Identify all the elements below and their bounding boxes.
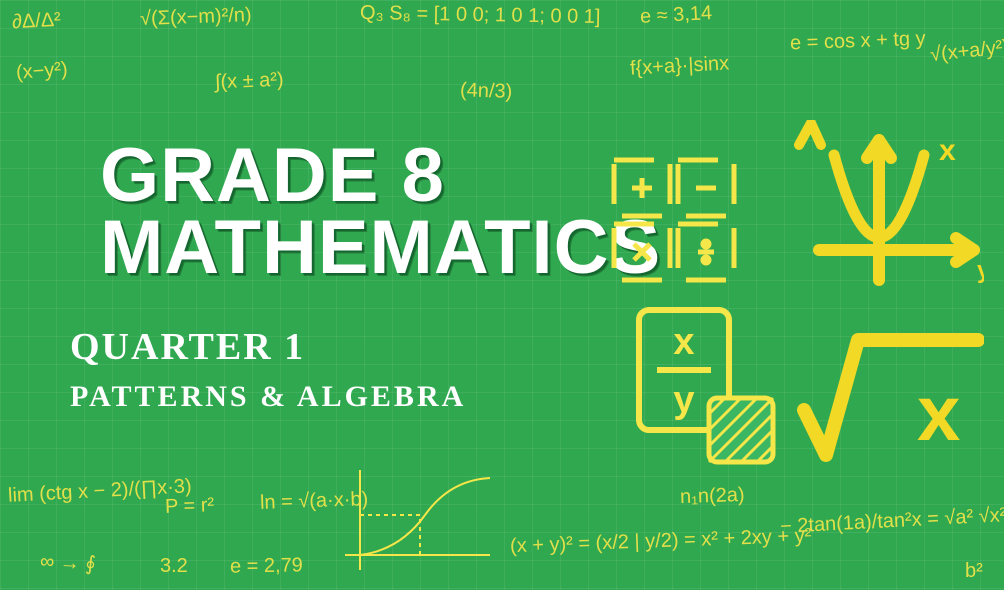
formula-decoration: e = 2,79 xyxy=(230,554,303,578)
formula-decoration: (x + y)² = (x/2 | y/2) = x² + 2xy + y² xyxy=(510,525,812,559)
formula-decoration: e = cos x + tg y xyxy=(790,28,926,56)
svg-text:x: x xyxy=(673,321,694,363)
formula-decoration: √(x+a/y²) xyxy=(929,36,1004,67)
formula-decoration: f{x+a}·|sinx xyxy=(629,52,729,80)
main-title: GRADE 8 MATHEMATICS xyxy=(100,140,661,284)
svg-text:x: x xyxy=(917,369,960,457)
title-line-2: MATHEMATICS xyxy=(100,212,661,284)
formula-decoration: P = r² xyxy=(165,494,215,519)
formula-decoration: lim (ctg x − 2)/(∏x·3) xyxy=(8,475,193,508)
sqrt-x-icon: x xyxy=(804,340,978,457)
subtitle-quarter: QUARTER 1 xyxy=(70,325,305,369)
formula-decoration: √(Σ(x−m)²/n) xyxy=(140,4,252,31)
formula-decoration: ∂Δ/Δ² xyxy=(11,9,61,35)
svg-text:y: y xyxy=(673,379,694,421)
formula-decoration: Q₃ S₈ = [1 0 0; 1 0 1; 0 0 1] xyxy=(360,2,601,29)
subtitle-topic: PATTERNS & ALGEBRA xyxy=(70,380,466,414)
formula-decoration: 3.2 xyxy=(160,555,188,578)
formula-decoration: e ≈ 3,14 xyxy=(639,2,712,29)
math-icons-cluster: x y x y x xyxy=(604,120,984,480)
svg-text:x: x xyxy=(939,134,956,167)
formula-decoration: − 2tan(1a)/tan²x = √a² √x² xyxy=(780,504,1004,539)
hatched-square-icon xyxy=(709,398,773,462)
operations-grid-icon xyxy=(614,160,734,280)
parabola-axes-icon: x y xyxy=(799,123,984,284)
formula-decoration: b² xyxy=(965,560,983,583)
formula-decoration: n₁n(2a) xyxy=(680,484,745,509)
icons-svg: x y x y x xyxy=(604,120,984,480)
svg-text:y: y xyxy=(977,257,984,284)
formula-decoration: (x−y²) xyxy=(15,58,68,85)
formula-decoration: ∫(x ± a²) xyxy=(215,69,284,94)
formula-decoration: (4n/3) xyxy=(460,79,513,104)
graph-sketch-icon xyxy=(340,460,500,580)
title-line-1: GRADE 8 xyxy=(100,140,661,212)
formula-decoration: ∞ → ∮ xyxy=(39,549,96,577)
